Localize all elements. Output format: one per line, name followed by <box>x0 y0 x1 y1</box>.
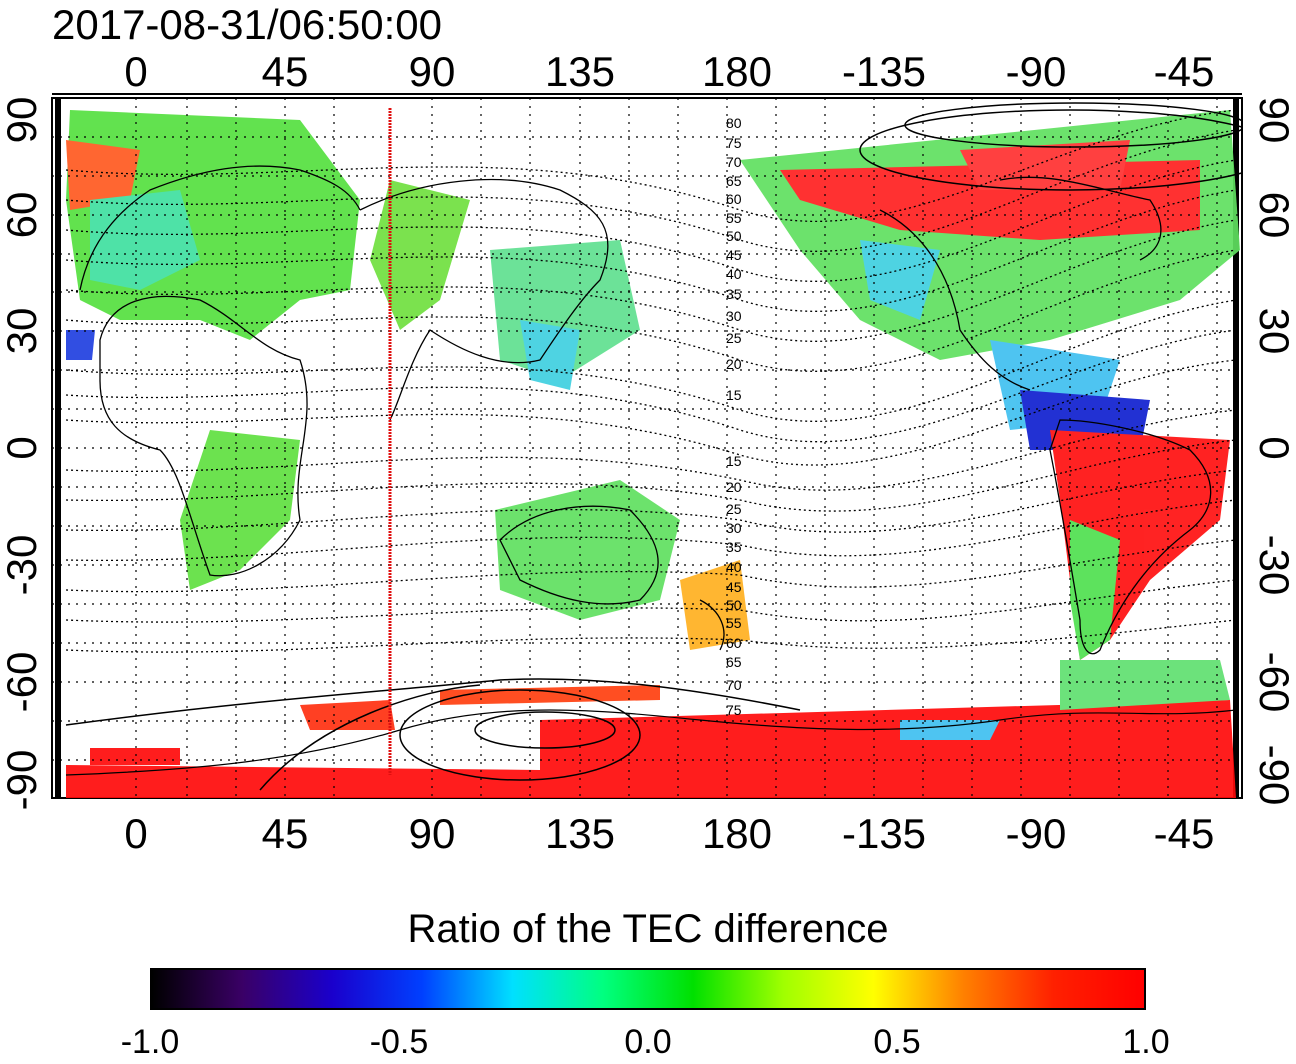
top-lon-label: -90 <box>1006 48 1067 95</box>
bottom-lon-label: -90 <box>1006 810 1067 857</box>
contour-label: 35 <box>726 539 742 555</box>
contour-label: 75 <box>726 135 742 151</box>
left-lat-label: 60 <box>0 192 45 239</box>
contour-label: 40 <box>726 266 742 282</box>
left-lat-label: -30 <box>0 535 45 596</box>
right-lat-label: 90 <box>1251 97 1296 144</box>
top-lon-label: 180 <box>702 48 772 95</box>
colorbar-tick-label: 0.5 <box>873 1023 921 1061</box>
left-lat-label: 90 <box>0 97 45 144</box>
contour-label: 30 <box>726 520 742 536</box>
top-lon-label: 135 <box>545 48 615 95</box>
contour-label: 50 <box>726 228 742 244</box>
magnetic-pole-contours <box>65 102 1242 791</box>
contour-label: 25 <box>726 501 742 517</box>
colorbar-title: Ratio of the TEC difference <box>407 907 889 951</box>
contour-label: 60 <box>726 191 742 207</box>
colorbar-tick-label: 0.0 <box>624 1023 672 1061</box>
bottom-lon-label: 45 <box>262 810 309 857</box>
contour-label: 35 <box>726 286 742 302</box>
antarctic-coastline <box>65 709 1237 776</box>
contour-label: 40 <box>726 559 742 575</box>
contour-label: 60 <box>726 635 742 651</box>
left-lat-label: 30 <box>0 308 45 355</box>
bottom-lon-label: -135 <box>842 810 926 857</box>
bottom-lon-label: 135 <box>545 810 615 857</box>
top-lon-label: 0 <box>124 48 147 95</box>
colorbar-tick-label: -1.0 <box>120 1023 180 1061</box>
contour-label: 20 <box>726 479 742 495</box>
contour-label: 15 <box>726 387 742 403</box>
left-lat-label: -60 <box>0 652 45 713</box>
tec-map: 80 75 70 65 60 55 50 45 40 35 30 25 20 15 15 20 25 30 35 40… <box>0 48 1296 857</box>
right-lat-label: 0 <box>1251 436 1296 459</box>
contour-label: 25 <box>726 330 742 346</box>
right-lat-label: -90 <box>1251 745 1296 806</box>
contour-label: 55 <box>726 210 742 226</box>
contour-label: 45 <box>726 247 742 263</box>
bottom-lon-label: -45 <box>1154 810 1215 857</box>
bottom-lon-label: 90 <box>409 810 456 857</box>
contour-label: 15 <box>726 453 742 469</box>
contour-label: 70 <box>726 677 742 693</box>
contour-label: 50 <box>726 597 742 613</box>
contour-label: 30 <box>726 308 742 324</box>
left-lat-label: 0 <box>0 436 45 459</box>
bottom-lon-label: 180 <box>702 810 772 857</box>
coastlines <box>79 165 1212 655</box>
contour-label: 80 <box>726 115 742 131</box>
map-timestamp-title: 2017-08-31/06:50:00 <box>52 1 442 48</box>
magnetic-latitude-contours <box>65 109 1237 653</box>
top-lon-label: 45 <box>262 48 309 95</box>
contour-labels: 80 75 70 65 60 55 50 45 40 35 30 25 20 15 15 20 25 30 35 40… <box>726 115 742 718</box>
contour-label: 65 <box>726 654 742 670</box>
top-lon-label: -135 <box>842 48 926 95</box>
contour-label: 75 <box>726 702 742 718</box>
colorbar-tick-label: 1.0 <box>1122 1023 1170 1061</box>
right-lat-label: -60 <box>1251 652 1296 713</box>
colorbar <box>150 968 1146 1010</box>
right-lat-label: -30 <box>1251 535 1296 596</box>
top-lon-label: -45 <box>1154 48 1215 95</box>
contour-label: 70 <box>726 154 742 170</box>
bottom-lon-label: 0 <box>124 810 147 857</box>
contour-label: 55 <box>726 615 742 631</box>
contour-label: 20 <box>726 356 742 372</box>
right-lat-label: 60 <box>1251 192 1296 239</box>
contour-label: 45 <box>726 579 742 595</box>
contour-label: 65 <box>726 173 742 189</box>
left-lat-label: -90 <box>0 750 45 811</box>
right-lat-label: 30 <box>1251 308 1296 355</box>
top-lon-label: 90 <box>409 48 456 95</box>
colorbar-tick-label: -0.5 <box>369 1023 429 1061</box>
